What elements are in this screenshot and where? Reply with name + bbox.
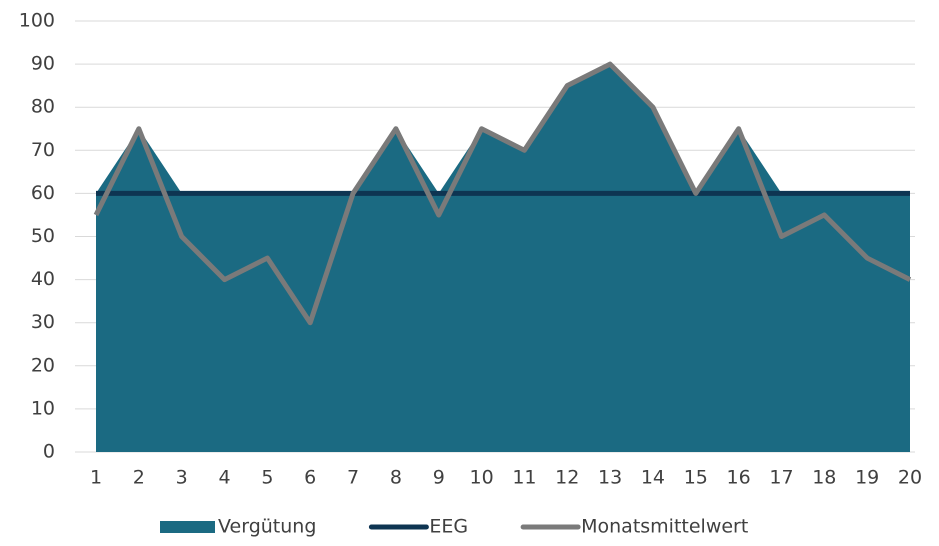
y-tick-label: 80 (31, 96, 55, 118)
x-tick-label: 2 (133, 467, 145, 489)
y-tick-label: 50 (31, 225, 55, 247)
legend-label: Vergütung (218, 516, 316, 538)
x-tick-label: 5 (261, 467, 273, 489)
y-tick-label: 0 (43, 441, 55, 463)
x-tick-label: 6 (304, 467, 316, 489)
x-tick-label: 3 (176, 467, 188, 489)
x-tick-label: 18 (812, 467, 836, 489)
y-tick-label: 40 (31, 268, 55, 290)
x-tick-label: 20 (898, 467, 922, 489)
x-tick-label: 13 (598, 467, 622, 489)
y-tick-label: 70 (31, 139, 55, 161)
x-tick-label: 12 (555, 467, 579, 489)
x-tick-label: 7 (347, 467, 359, 489)
x-tick-label: 15 (684, 467, 708, 489)
y-tick-label: 100 (19, 10, 55, 32)
x-tick-label: 19 (855, 467, 879, 489)
x-tick-label: 10 (469, 467, 493, 489)
x-tick-label: 1 (90, 467, 102, 489)
y-tick-label: 10 (31, 397, 55, 419)
x-tick-label: 16 (727, 467, 751, 489)
legend-swatch (160, 521, 215, 533)
x-tick-label: 4 (218, 467, 230, 489)
x-tick-label: 9 (433, 467, 445, 489)
legend-label: Monatsmittelwert (581, 516, 748, 538)
x-tick-label: 17 (769, 467, 793, 489)
x-tick-label: 11 (512, 467, 536, 489)
line (93, 61, 912, 326)
x-tick-label: 14 (641, 467, 665, 489)
area (96, 64, 910, 452)
y-tick-label: 20 (31, 354, 55, 376)
legend-label: EEG (429, 516, 468, 538)
y-tick-label: 60 (31, 182, 55, 204)
x-tick-label: 8 (390, 467, 402, 489)
y-tick-label: 30 (31, 311, 55, 333)
y-tick-label: 90 (31, 53, 55, 75)
